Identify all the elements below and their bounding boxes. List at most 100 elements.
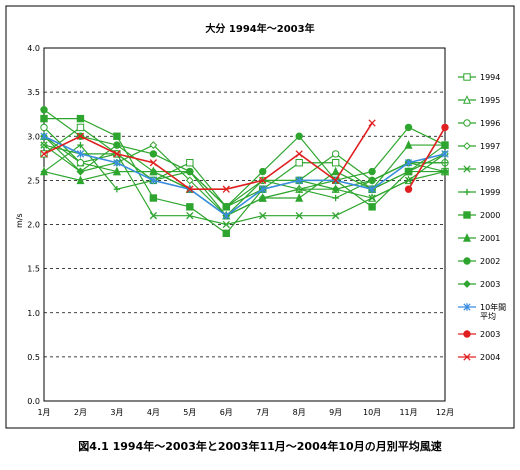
- series-line: [43, 122, 373, 190]
- y-tick-label: 1.0: [27, 309, 40, 318]
- data-point: [259, 167, 267, 176]
- data-point: [368, 167, 376, 176]
- x-tick-label: 3月: [110, 408, 123, 417]
- legend-marker: [463, 211, 471, 219]
- data-point: [149, 150, 158, 158]
- data-point: [331, 150, 340, 158]
- legend-marker: [463, 303, 471, 311]
- series-line: [43, 144, 446, 226]
- y-tick-label: 3.0: [27, 132, 40, 141]
- series-line: [43, 144, 445, 217]
- data-point: [186, 185, 194, 193]
- legend-label: 2002: [480, 257, 500, 266]
- outer-frame: [5, 5, 515, 429]
- data-point: [295, 186, 303, 193]
- series-layer: [40, 106, 449, 238]
- legend-label: 2001: [480, 234, 500, 243]
- legend-marker: [463, 142, 471, 150]
- data-point: [149, 194, 158, 202]
- legend-label: 1996: [480, 119, 500, 128]
- y-axis-label: m/s: [15, 213, 24, 228]
- legend-marker: [463, 188, 471, 196]
- data-point: [40, 106, 48, 114]
- legend-marker: [463, 353, 471, 361]
- data-point: [404, 167, 413, 176]
- legend-item-3: 1997: [458, 142, 500, 151]
- data-point: [295, 176, 303, 185]
- legend-item-5: 1999: [458, 188, 500, 197]
- data-point: [76, 114, 85, 123]
- x-tick-label: 1月: [37, 408, 50, 417]
- data-point: [40, 150, 48, 158]
- data-point: [222, 229, 230, 238]
- y-tick-label: 0.5: [27, 353, 40, 362]
- legend-marker: [463, 280, 471, 288]
- data-point: [331, 212, 340, 220]
- data-point: [76, 159, 85, 167]
- legend-label: 1997: [480, 142, 500, 151]
- x-tick-label: 2月: [74, 408, 87, 417]
- legend-marker: [463, 330, 471, 338]
- data-point: [404, 158, 413, 167]
- x-tick-label: 6月: [220, 408, 233, 417]
- data-point: [441, 141, 449, 149]
- data-point: [368, 194, 376, 202]
- data-point: [113, 141, 121, 149]
- data-point: [258, 193, 267, 202]
- data-point: [77, 141, 84, 149]
- data-point: [368, 185, 376, 193]
- series-line: [44, 117, 446, 235]
- data-point: [368, 119, 376, 127]
- legend-item-9: 2003: [458, 280, 500, 289]
- y-tick-label: 1.5: [27, 265, 40, 274]
- legend: 1994 1995 1996 1997 1998 1999 2000 2001 2002 2003…: [458, 73, 506, 362]
- legend-item-0: 1994: [458, 73, 500, 82]
- data-point: [259, 212, 267, 220]
- legend-label: 2004: [480, 353, 500, 362]
- data-point: [185, 176, 194, 185]
- series-0: [40, 123, 449, 211]
- data-point: [295, 193, 304, 202]
- legend-label: 1999: [480, 188, 500, 197]
- data-point: [368, 203, 376, 211]
- x-tick-label: 5月: [183, 408, 196, 417]
- data-point: [332, 194, 339, 202]
- series-12: [40, 119, 376, 193]
- y-tick-label: 2.5: [27, 176, 40, 185]
- data-point: [222, 211, 230, 220]
- legend-label: 1995: [480, 96, 500, 105]
- chart-title: 大分 1994年～2003年: [205, 22, 314, 35]
- data-point: [40, 132, 48, 141]
- data-point: [259, 176, 267, 185]
- data-point: [76, 167, 85, 176]
- x-ticks: 1月 2月 3月 4月 5月 6月 7月 8月 9月 10月 11月 12月: [37, 408, 454, 417]
- data-point: [149, 167, 158, 176]
- data-point: [441, 150, 449, 158]
- data-point: [404, 123, 413, 132]
- legend-label: 1994: [480, 73, 500, 82]
- legend-marker: [463, 165, 471, 173]
- data-point: [404, 185, 413, 193]
- legend-label: 1998: [480, 165, 500, 174]
- data-point: [113, 132, 121, 140]
- data-point: [331, 159, 340, 167]
- legend-item-6: 2000: [458, 211, 500, 220]
- legend-marker: [463, 257, 471, 265]
- data-point: [368, 176, 376, 185]
- data-point: [40, 166, 48, 176]
- data-point: [295, 132, 303, 140]
- legend-item-12: 2004: [458, 353, 500, 362]
- legend-label: 2003: [480, 330, 500, 339]
- data-point: [76, 150, 85, 158]
- y-tick-label: 4.0: [27, 44, 40, 53]
- legend-marker: [463, 233, 471, 242]
- data-point: [76, 132, 85, 140]
- data-point: [149, 141, 158, 149]
- legend-label: 10年間: [480, 302, 506, 312]
- data-point: [222, 185, 230, 193]
- data-point: [441, 167, 449, 176]
- x-tick-label: 8月: [293, 408, 306, 417]
- x-tick-label: 9月: [329, 408, 342, 417]
